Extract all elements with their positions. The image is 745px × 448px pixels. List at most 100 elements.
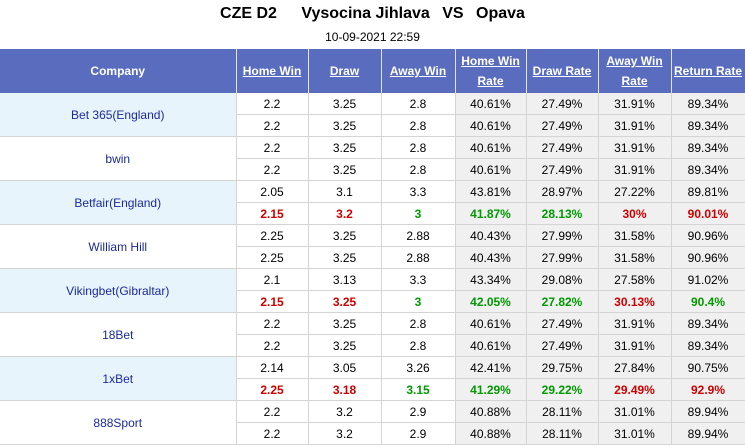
- cell-away-win-rate: 31.58%: [598, 224, 672, 247]
- cell-home-win-rate: 41.29%: [455, 378, 527, 401]
- cell-draw: 3.25: [308, 290, 382, 313]
- table-row: Vikingbet(Gibraltar) 2.1 3.13 3.3 43.34% 29.0…: [0, 268, 745, 313]
- cell-draw: 3.25: [308, 136, 382, 159]
- col-header-draw[interactable]: Draw: [308, 49, 382, 93]
- cell-home-win: 2.25: [236, 378, 309, 401]
- cell-home-win: 2.2: [236, 158, 309, 181]
- cell-away-win-rate: 31.58%: [598, 246, 672, 269]
- table-row: Betfair(England) 2.05 3.1 3.3 43.81% 28.97% 27…: [0, 180, 745, 225]
- cell-draw: 3.25: [308, 114, 382, 137]
- cell-draw-rate: 27.99%: [526, 224, 599, 247]
- cell-home-win: 2.15: [236, 290, 309, 313]
- table-row: bwin 2.2 3.25 2.8 40.61% 27.49% 31.91% 89.34%: [0, 136, 745, 181]
- cell-draw-rate: 29.08%: [526, 268, 599, 291]
- company-link[interactable]: bwin: [0, 136, 237, 181]
- cell-home-win-rate: 40.43%: [455, 246, 527, 269]
- col-header-return-rate[interactable]: Return Rate: [671, 49, 745, 93]
- cell-away-win: 2.88: [381, 246, 456, 269]
- odds-table: Company Home Win Draw Away Win Home Win R…: [0, 49, 745, 445]
- company-link[interactable]: 888Sport: [0, 400, 237, 445]
- cell-draw-rate: 27.49%: [526, 114, 599, 137]
- home-team-name: Vysocina Jihlava: [301, 5, 430, 22]
- table-row: William Hill 2.25 3.25 2.88 40.43% 27.99% 31.5…: [0, 224, 745, 269]
- versus-label: VS: [442, 5, 464, 22]
- cell-away-win: 3.15: [381, 378, 456, 401]
- cell-away-win: 2.8: [381, 93, 456, 115]
- col-header-away-win[interactable]: Away Win: [381, 49, 456, 93]
- cell-draw: 3.25: [308, 224, 382, 247]
- cell-home-win: 2.1: [236, 268, 309, 291]
- col-header-home-win-rate[interactable]: Home Win Rate: [455, 49, 527, 93]
- cell-away-win: 2.9: [381, 422, 456, 445]
- cell-return-rate: 89.94%: [671, 422, 745, 445]
- cell-draw-rate: 28.11%: [526, 400, 599, 423]
- cell-home-win-rate: 43.81%: [455, 180, 527, 203]
- cell-draw-rate: 27.49%: [526, 334, 599, 357]
- cell-away-win-rate: 31.91%: [598, 334, 672, 357]
- table-row: 2.2 3.25 2.8 40.61% 27.49% 31.91% 89.34%: [0, 114, 745, 137]
- cell-away-win: 2.9: [381, 400, 456, 423]
- cell-home-win-rate: 40.61%: [455, 93, 527, 115]
- cell-home-win-rate: 40.43%: [455, 224, 527, 247]
- cell-home-win: 2.25: [236, 246, 309, 269]
- table-row: 2.2 3.25 2.8 40.61% 27.49% 31.91% 89.34%: [0, 334, 745, 357]
- company-link[interactable]: Bet 365(England): [0, 93, 237, 137]
- table-row: 1xBet 2.14 3.05 3.26 42.41% 29.75% 27.84% 90.75…: [0, 356, 745, 401]
- cell-away-win-rate: 31.01%: [598, 400, 672, 423]
- cell-away-win: 3.26: [381, 356, 456, 379]
- cell-away-win-rate: 29.49%: [598, 378, 672, 401]
- cell-return-rate: 91.02%: [671, 268, 745, 291]
- company-link[interactable]: William Hill: [0, 224, 237, 269]
- col-header-away-win-rate[interactable]: Away Win Rate: [598, 49, 672, 93]
- cell-home-win: 2.25: [236, 224, 309, 247]
- cell-away-win: 2.8: [381, 334, 456, 357]
- cell-home-win: 2.05: [236, 180, 309, 203]
- company-link[interactable]: Betfair(England): [0, 180, 237, 225]
- cell-away-win: 2.8: [381, 114, 456, 137]
- cell-home-win: 2.2: [236, 114, 309, 137]
- cell-draw: 3.13: [308, 268, 382, 291]
- col-header-draw-rate[interactable]: Draw Rate: [526, 49, 599, 93]
- company-link[interactable]: 18Bet: [0, 312, 237, 357]
- cell-away-win-rate: 31.01%: [598, 422, 672, 445]
- company-link[interactable]: Vikingbet(Gibraltar): [0, 268, 237, 313]
- cell-away-win: 3.3: [381, 268, 456, 291]
- table-header-row: Company Home Win Draw Away Win Home Win R…: [0, 49, 745, 93]
- cell-draw: 3.25: [308, 312, 382, 335]
- table-row: 2.25 3.25 2.88 40.43% 27.99% 31.58% 90.96%: [0, 246, 745, 269]
- cell-home-win: 2.14: [236, 356, 309, 379]
- col-header-home-win[interactable]: Home Win: [236, 49, 309, 93]
- cell-away-win-rate: 27.22%: [598, 180, 672, 203]
- table-row: 888Sport 2.2 3.2 2.9 40.88% 28.11% 31.01% 89.94…: [0, 400, 745, 445]
- cell-draw-rate: 28.97%: [526, 180, 599, 203]
- cell-draw: 3.18: [308, 378, 382, 401]
- cell-draw-rate: 27.49%: [526, 136, 599, 159]
- cell-home-win-rate: 40.61%: [455, 158, 527, 181]
- cell-away-win: 2.8: [381, 136, 456, 159]
- league-name: CZE D2: [220, 5, 277, 22]
- table-row: 18Bet 2.2 3.25 2.8 40.61% 27.49% 31.91% 89.34%: [0, 312, 745, 357]
- match-title: CZE D2 Vysocina Jihlava VS Opava: [0, 0, 745, 28]
- cell-home-win-rate: 40.61%: [455, 114, 527, 137]
- cell-return-rate: 90.01%: [671, 202, 745, 225]
- odds-table-body: Bet 365(England) 2.2 3.25 2.8 40.61% 27.49% 31…: [0, 93, 745, 445]
- cell-home-win: 2.2: [236, 422, 309, 445]
- cell-away-win-rate: 31.91%: [598, 158, 672, 181]
- cell-draw-rate: 28.13%: [526, 202, 599, 225]
- cell-away-win: 2.8: [381, 312, 456, 335]
- cell-home-win: 2.15: [236, 202, 309, 225]
- table-row: 2.15 3.2 3 41.87% 28.13% 30% 90.01%: [0, 202, 745, 225]
- cell-home-win-rate: 42.41%: [455, 356, 527, 379]
- cell-return-rate: 92.9%: [671, 378, 745, 401]
- cell-draw: 3.1: [308, 180, 382, 203]
- cell-home-win-rate: 41.87%: [455, 202, 527, 225]
- cell-return-rate: 89.34%: [671, 312, 745, 335]
- cell-return-rate: 90.75%: [671, 356, 745, 379]
- cell-home-win-rate: 40.61%: [455, 312, 527, 335]
- company-link[interactable]: 1xBet: [0, 356, 237, 401]
- cell-return-rate: 90.4%: [671, 290, 745, 313]
- cell-home-win-rate: 42.05%: [455, 290, 527, 313]
- cell-draw: 3.25: [308, 93, 382, 115]
- cell-draw: 3.2: [308, 202, 382, 225]
- cell-home-win-rate: 40.61%: [455, 334, 527, 357]
